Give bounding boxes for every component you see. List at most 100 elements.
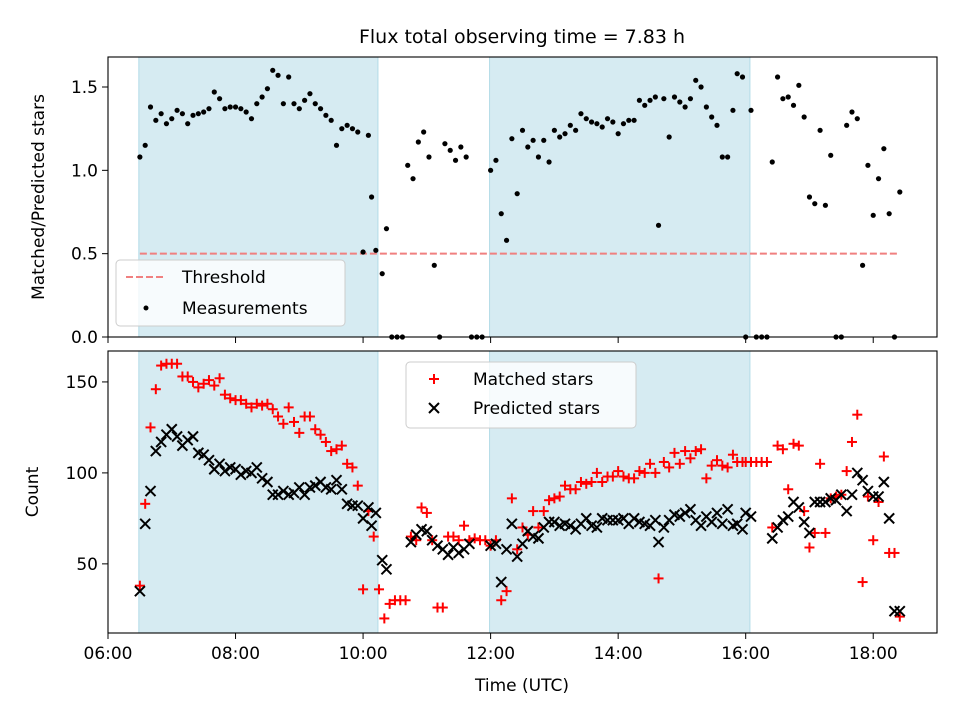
matched-star-point <box>613 466 624 477</box>
predicted-star-point <box>771 521 784 534</box>
matched-star-point <box>799 506 810 517</box>
predicted-star-point <box>739 507 752 519</box>
matched-star-point <box>448 531 459 542</box>
predicted-star-point <box>516 538 529 550</box>
measurement-point <box>626 117 632 123</box>
x-tick-label: 14:00 <box>594 644 643 664</box>
matched-star-point <box>421 507 432 518</box>
predicted-star-point <box>548 516 561 528</box>
matched-star-point <box>533 522 544 533</box>
chart-title: Flux total observing time = 7.83 h <box>359 26 685 48</box>
matched-star-point <box>634 466 645 477</box>
measurement-point <box>739 74 746 80</box>
measurement-point <box>355 129 361 135</box>
matched-star-point <box>804 542 815 553</box>
predicted-star-point <box>182 434 194 446</box>
predicted-star-point <box>298 489 311 501</box>
bottom-y-axis-label: Count <box>23 466 43 517</box>
top-legend-box <box>115 259 346 327</box>
measurement-point <box>410 176 416 182</box>
matched-star-point <box>251 398 262 409</box>
measurement-point <box>360 249 366 255</box>
top-y-ticks: 0.0 0.5 1.0 1.5 <box>71 78 108 348</box>
matched-star-point <box>597 476 608 487</box>
shaded-band-0 <box>138 350 379 634</box>
matched-star-point <box>198 378 209 389</box>
top-panel: 0.0 0.5 1.0 1.5 Matched/Predicted stars Thr… <box>29 56 938 348</box>
bottom-legend-box <box>405 361 637 429</box>
predicted-star-point <box>716 518 729 530</box>
predicted-star-point <box>851 467 863 479</box>
measurement-point <box>546 159 552 165</box>
matched-star-point <box>722 462 733 473</box>
measurement-point <box>636 97 643 103</box>
x-axis-label: Time (UTC) <box>474 676 569 696</box>
matched-star-point <box>690 446 701 457</box>
predicted-star-point <box>878 476 890 488</box>
predicted-star-point <box>187 430 199 443</box>
top-y-axis-label: Matched/Predicted stars <box>29 94 49 300</box>
measurement-point <box>594 121 600 127</box>
predicted-star-point <box>171 430 183 443</box>
predicted-star-point <box>421 525 433 537</box>
predicted-star-point <box>736 523 749 536</box>
matched-star-point <box>331 444 342 455</box>
measurement-point <box>562 131 568 137</box>
measurement-point <box>317 106 324 112</box>
matched-star-point <box>645 458 656 469</box>
measurement-point <box>698 84 704 90</box>
matched-star-point <box>889 547 900 558</box>
measurement-point <box>169 116 175 122</box>
predicted-star-point <box>591 521 603 534</box>
measurement-point <box>551 127 557 133</box>
matched-star-point <box>711 455 722 466</box>
measurement-point <box>379 271 385 277</box>
predicted-star-point <box>463 538 476 550</box>
measurement-point <box>849 109 855 115</box>
matched-star-point <box>416 502 427 513</box>
measurement-point <box>525 144 531 150</box>
measurement-point <box>302 97 308 103</box>
measurement-point <box>137 154 143 160</box>
matched-star-point <box>342 458 353 469</box>
matched-star-point <box>145 422 156 433</box>
predicted-star-point <box>453 547 465 559</box>
predicted-star-point <box>803 527 816 539</box>
matched-star-point <box>326 446 337 457</box>
measurement-point <box>368 194 375 200</box>
predicted-star-points <box>134 423 906 617</box>
matched-star-point <box>777 444 788 455</box>
measurement-point <box>780 96 786 102</box>
measurement-point <box>142 142 148 148</box>
matched-star-point <box>650 467 661 478</box>
matched-star-point <box>793 440 804 451</box>
predicted-star-point <box>376 554 388 566</box>
matched-star-point <box>727 449 738 460</box>
bottom-legend: Matched stars Predicted stars <box>405 361 637 429</box>
matched-star-point <box>639 467 650 478</box>
matched-star-point <box>506 493 517 504</box>
predicted-star-point <box>711 507 723 519</box>
legend-predicted-swatch <box>428 402 440 414</box>
top-axes-frame <box>107 56 938 338</box>
measurement-point <box>854 116 860 122</box>
matched-star-point <box>894 611 905 622</box>
predicted-star-point <box>798 516 810 528</box>
matched-star-point <box>384 598 395 609</box>
measurement-point <box>458 144 464 150</box>
measurement-point <box>206 106 212 112</box>
predicted-star-point <box>500 543 513 556</box>
predicted-star-point <box>330 474 343 486</box>
measurement-point <box>339 126 345 132</box>
measurement-point <box>774 74 781 80</box>
measurement-point <box>442 141 448 147</box>
predicted-star-point <box>695 519 707 532</box>
matched-star-point <box>538 506 549 517</box>
predicted-star-point <box>777 514 789 526</box>
predicted-star-point <box>495 576 507 588</box>
measurement-point <box>870 212 876 218</box>
measurement-point <box>725 154 731 160</box>
matched-star-point <box>680 446 691 457</box>
measurement-point <box>785 94 791 100</box>
matched-star-point <box>209 380 220 391</box>
